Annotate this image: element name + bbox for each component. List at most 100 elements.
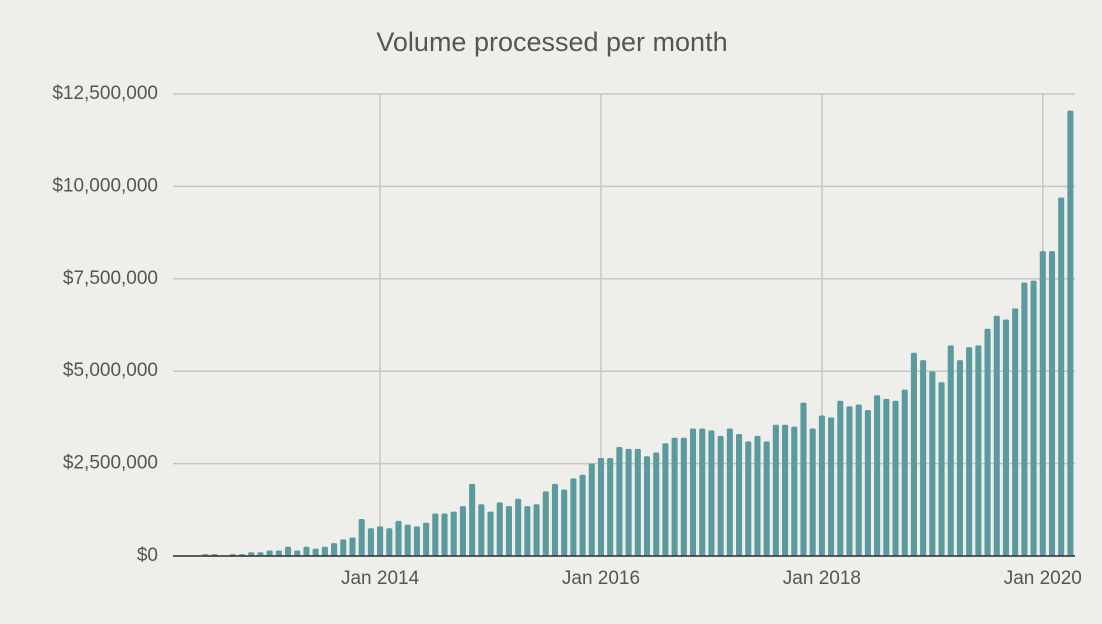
bar [266,550,273,556]
bar [340,539,347,556]
bar [726,428,733,556]
bar [395,520,402,556]
bar [846,406,853,556]
bar [404,524,411,556]
bar [689,428,697,556]
bar [432,513,439,556]
bar [413,526,420,556]
bar [975,345,982,556]
bar [920,360,927,556]
bar [561,489,568,556]
bar [616,446,623,556]
bar [680,437,687,556]
bar [496,502,503,556]
bar [294,550,301,556]
bar [377,526,384,556]
bar [597,458,605,556]
bar [285,546,292,556]
bar [1039,251,1046,556]
bar [800,402,807,556]
bar [331,543,338,556]
bar [708,430,715,556]
bar [358,519,365,556]
bar [956,360,963,556]
chart-title: Volume processed per month [376,27,727,57]
bar [634,448,641,556]
bar [818,415,825,556]
bar [717,435,724,556]
bar [837,400,844,556]
bar [984,328,991,556]
bar [1067,110,1074,556]
bar [579,474,586,556]
bar [1048,251,1056,556]
bar [938,382,945,556]
y-tick-label: $2,500,000 [63,453,158,474]
bar [533,504,540,556]
bar [312,548,319,556]
bar [966,347,973,556]
bar [828,417,835,556]
bar [625,448,632,556]
bar [883,398,890,556]
y-tick-label: $10,000,000 [52,175,158,196]
x-tick-label: Jan 2016 [562,568,640,589]
y-tick-label: $0 [137,545,158,566]
bar [929,371,936,556]
bar [671,437,678,556]
bar [947,345,954,556]
y-tick-label: $7,500,000 [63,268,158,289]
bar [505,506,512,556]
bar [275,550,282,556]
bar [809,428,816,556]
bar [515,498,522,556]
bar [1021,282,1028,556]
bar [487,511,494,556]
bar [524,506,531,556]
x-tick-label: Jan 2014 [341,568,420,589]
bar [248,552,255,556]
bar [478,504,485,556]
bar [874,395,881,556]
bar [782,424,789,556]
bar [745,441,752,556]
bar [892,400,899,556]
bar [1012,308,1019,556]
bar [910,352,917,556]
bar [754,435,761,556]
bar [423,522,430,556]
bar [791,426,798,556]
bar [736,434,743,556]
bar [588,463,595,556]
bar [459,506,466,556]
bar [1058,197,1065,556]
x-tick-label: Jan 2020 [1004,568,1082,589]
bar [303,546,310,556]
bar [901,389,908,556]
bar [551,483,559,556]
x-tick-label: Jan 2018 [783,568,861,589]
bar [855,404,862,556]
bar [469,483,476,556]
bar [772,424,779,556]
y-tick-label: $5,000,000 [63,360,158,381]
bar [643,456,651,556]
bar [864,410,871,556]
bar [367,528,374,556]
bar [607,458,614,556]
bar [1030,280,1037,556]
bar [441,513,448,556]
bar [570,478,577,556]
bar [349,537,356,556]
bar [542,491,549,556]
y-tick-label: $12,500,000 [52,83,158,104]
bar [386,528,393,556]
bar [993,315,1000,556]
bar [653,452,660,556]
bar [450,511,457,556]
bar [662,443,669,556]
bar [699,428,706,556]
